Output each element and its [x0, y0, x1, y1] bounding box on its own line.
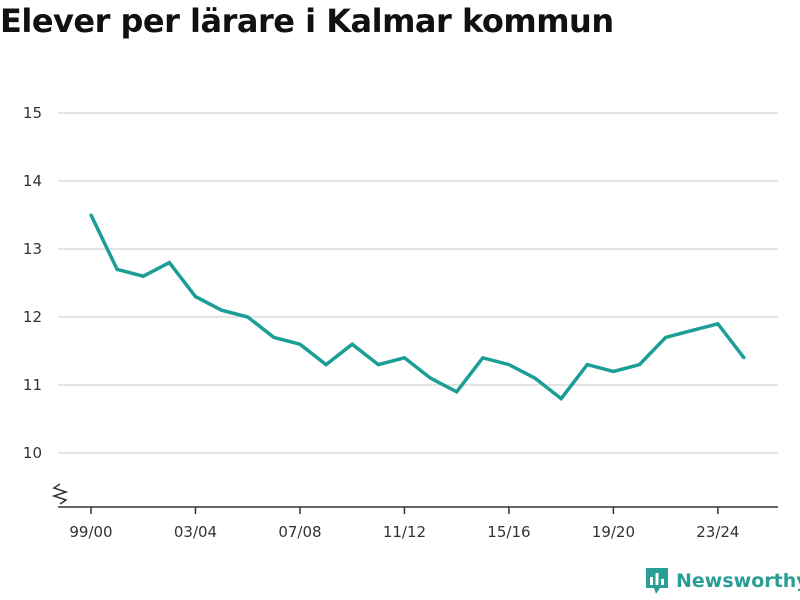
data-point [716, 322, 720, 326]
data-point [664, 335, 668, 339]
bar-chart-badge-icon [646, 568, 668, 594]
data-point [350, 342, 354, 346]
data-point [507, 363, 511, 367]
series-line [89, 214, 746, 402]
y-tick-label: 14 [23, 172, 42, 190]
x-axis: 99/00 03/04 07/08 11/12 15/16 19/20 23/24 [58, 506, 778, 541]
data-point [298, 342, 302, 346]
data-point [455, 390, 459, 394]
data-point [585, 363, 589, 367]
data-point [429, 376, 433, 380]
x-tick-label: 03/04 [174, 523, 217, 541]
data-point [193, 295, 197, 299]
data-point [220, 308, 224, 312]
y-tick-label: 12 [23, 308, 42, 326]
data-point [246, 315, 250, 319]
x-tick-label: 23/24 [696, 523, 739, 541]
y-tick-label: 15 [23, 104, 42, 122]
grid-lines [58, 112, 778, 454]
y-tick-label: 13 [23, 240, 42, 258]
y-tick-label: 11 [23, 376, 42, 394]
y-axis-ticks: 10 11 12 13 14 15 [23, 104, 69, 505]
data-point [272, 335, 276, 339]
series-group [89, 213, 746, 402]
y-tick-label: 10 [23, 444, 42, 462]
data-point [481, 356, 485, 360]
x-tick-label: 15/16 [487, 523, 530, 541]
x-tick-label: 19/20 [592, 523, 635, 541]
data-point [141, 274, 145, 278]
x-tick-label: 11/12 [383, 523, 426, 541]
data-point [611, 369, 615, 373]
data-point [638, 363, 642, 367]
x-tick-label: 07/08 [278, 523, 321, 541]
newsworthy-logo: Newsworthy [644, 566, 800, 596]
chart-title: Elever per lärare i Kalmar kommun [0, 2, 614, 40]
data-point [115, 267, 119, 271]
data-point [742, 356, 746, 360]
data-point [533, 376, 537, 380]
data-point [690, 329, 694, 333]
data-point [167, 261, 171, 265]
data-point [559, 397, 563, 401]
data-point [376, 363, 380, 367]
x-tick-label: 99/00 [69, 523, 112, 541]
axis-break-icon [51, 483, 69, 505]
data-point [324, 363, 328, 367]
data-point [402, 356, 406, 360]
brand-name: Newsworthy [676, 570, 800, 592]
data-point [89, 213, 93, 217]
